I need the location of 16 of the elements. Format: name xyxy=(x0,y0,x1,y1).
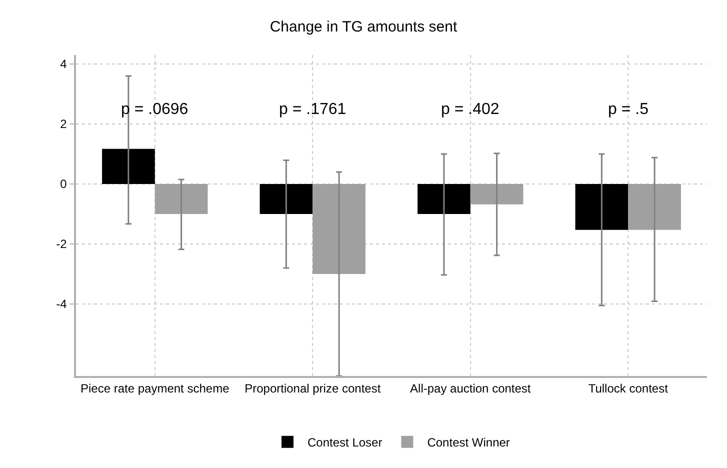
annotation: p = .5 xyxy=(608,101,649,118)
legend-label: Contest Loser xyxy=(308,436,382,450)
y-tick-label: 4 xyxy=(60,57,68,72)
x-tick-label: All-pay auction contest xyxy=(410,381,532,396)
annotation: p = .402 xyxy=(441,101,500,118)
y-tick-label: -2 xyxy=(56,237,68,252)
y-tick-label: 2 xyxy=(60,117,68,132)
legend-label: Contest Winner xyxy=(427,436,510,450)
annotation: p = .1761 xyxy=(279,101,346,118)
y-tick-label: -4 xyxy=(56,297,68,312)
chart-title: Change in TG amounts sent xyxy=(270,18,458,36)
x-tick-label: Tullock contest xyxy=(588,381,669,396)
x-tick-label: Proportional prize contest xyxy=(244,381,382,396)
y-tick-label: 0 xyxy=(60,177,68,192)
annotation: p = .0696 xyxy=(121,101,188,118)
x-tick-label: Piece rate payment scheme xyxy=(80,381,230,396)
